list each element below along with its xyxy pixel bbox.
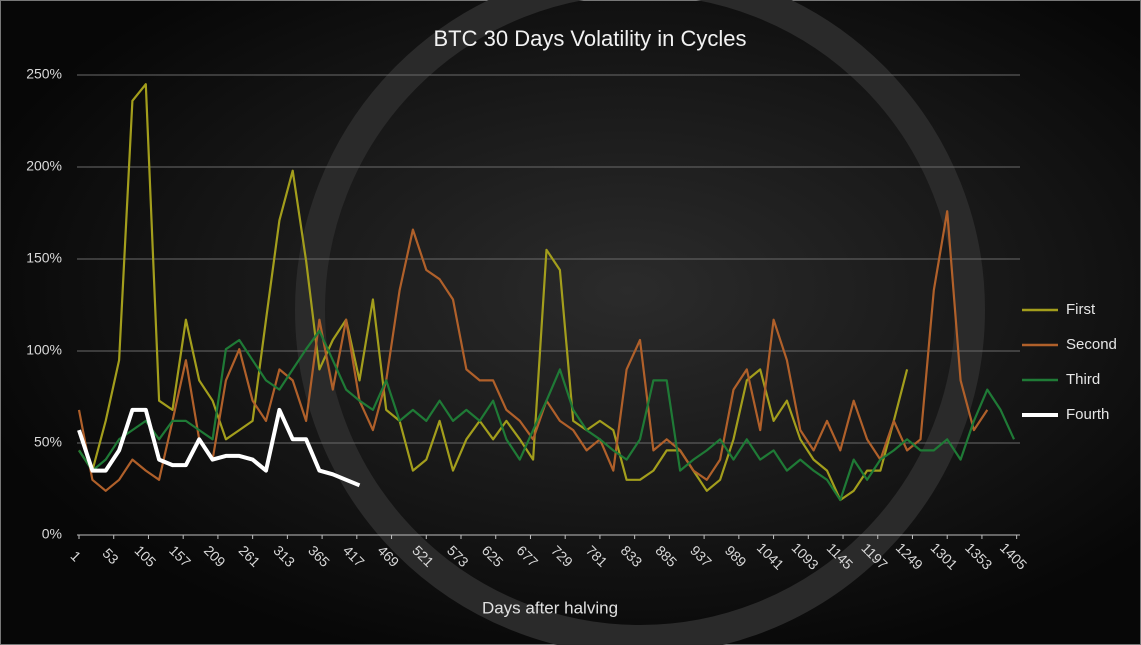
legend-label: Third — [1066, 371, 1100, 388]
legend-label: First — [1066, 301, 1096, 318]
y-tick-label: 150% — [26, 250, 62, 266]
legend-label: Fourth — [1066, 406, 1109, 423]
y-tick-label: 50% — [34, 434, 62, 450]
chart-title: BTC 30 Days Volatility in Cycles — [434, 26, 747, 51]
series-line — [77, 407, 361, 488]
x-axis-label: Days after halving — [482, 598, 618, 617]
y-tick-label: 200% — [26, 158, 62, 174]
y-tick-label: 250% — [26, 66, 62, 82]
y-tick-label: 100% — [26, 342, 62, 358]
legend-label: Second — [1066, 336, 1117, 353]
series-line — [77, 210, 989, 492]
series-line — [78, 329, 1016, 502]
y-tick-label: 0% — [42, 526, 62, 542]
coin-decoration — [295, 0, 985, 645]
